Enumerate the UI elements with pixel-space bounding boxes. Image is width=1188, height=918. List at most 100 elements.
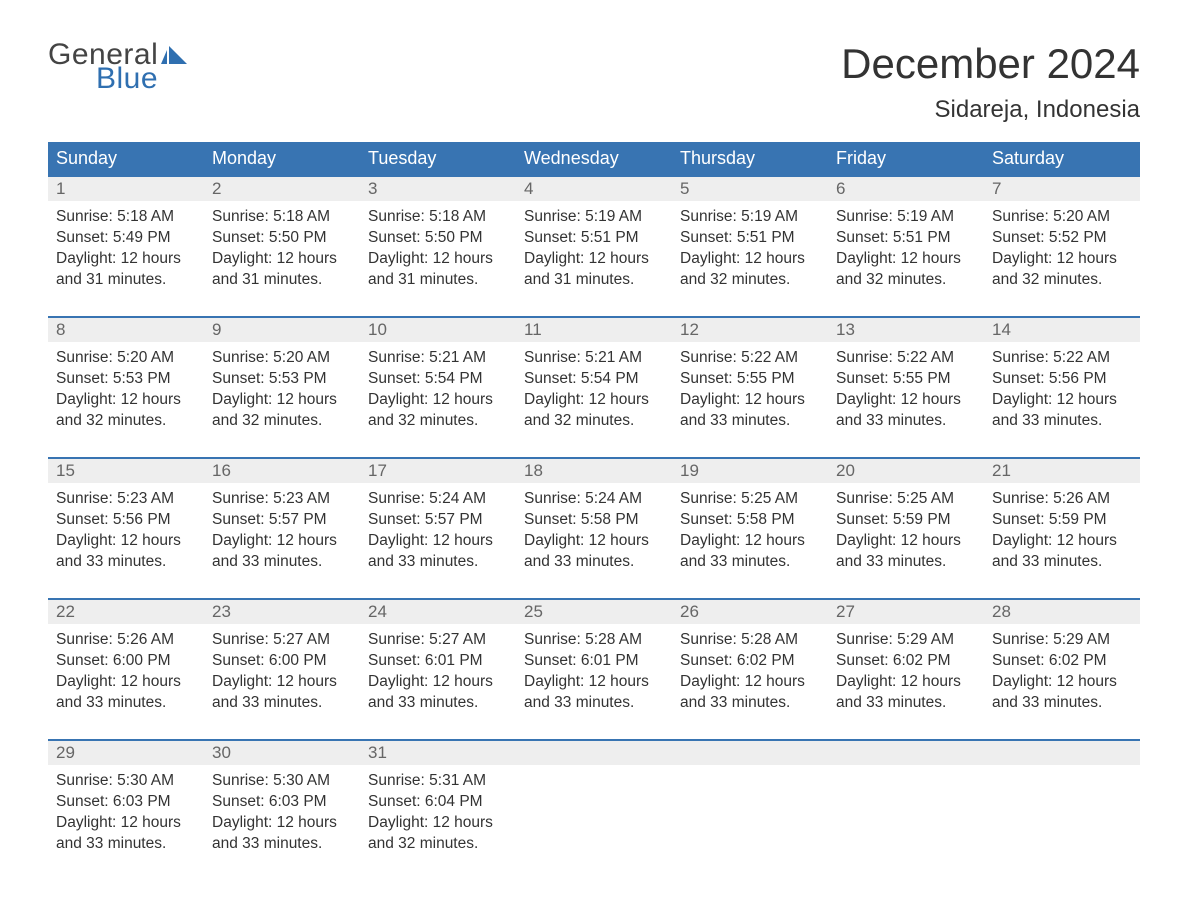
day-detail-cell: Sunrise: 5:22 AMSunset: 5:55 PMDaylight:… [828,342,984,438]
sunset-text: Sunset: 5:59 PM [992,510,1132,531]
sunrise-text: Sunrise: 5:29 AM [992,630,1132,651]
day-number-cell: 15 [48,458,204,483]
weekday-header: Saturday [984,142,1140,176]
sunset-text: Sunset: 6:01 PM [524,651,664,672]
day-number-cell: 23 [204,599,360,624]
day-detail-cell [516,765,672,861]
daylight-text: Daylight: 12 hours and 33 minutes. [368,672,508,714]
day-detail-cell: Sunrise: 5:27 AMSunset: 6:01 PMDaylight:… [360,624,516,720]
daylight-text: Daylight: 12 hours and 33 minutes. [368,531,508,573]
day-number-cell: 14 [984,317,1140,342]
day-number-cell: 19 [672,458,828,483]
sunrise-text: Sunrise: 5:19 AM [524,207,664,228]
daylight-text: Daylight: 12 hours and 33 minutes. [212,672,352,714]
week-separator [48,438,1140,458]
daylight-text: Daylight: 12 hours and 33 minutes. [992,390,1132,432]
calendar-table: Sunday Monday Tuesday Wednesday Thursday… [48,142,1140,861]
day-detail-cell: Sunrise: 5:18 AMSunset: 5:49 PMDaylight:… [48,201,204,297]
day-number-cell: 2 [204,176,360,201]
day-detail-cell: Sunrise: 5:26 AMSunset: 6:00 PMDaylight:… [48,624,204,720]
sunset-text: Sunset: 5:56 PM [56,510,196,531]
detail-row: Sunrise: 5:26 AMSunset: 6:00 PMDaylight:… [48,624,1140,720]
day-detail-cell: Sunrise: 5:20 AMSunset: 5:52 PMDaylight:… [984,201,1140,297]
day-number-cell: 1 [48,176,204,201]
day-number-cell: 18 [516,458,672,483]
sunrise-text: Sunrise: 5:20 AM [56,348,196,369]
day-number-cell [828,740,984,765]
day-detail-cell: Sunrise: 5:30 AMSunset: 6:03 PMDaylight:… [48,765,204,861]
daynum-row: 293031 [48,740,1140,765]
day-detail-cell: Sunrise: 5:29 AMSunset: 6:02 PMDaylight:… [984,624,1140,720]
daylight-text: Daylight: 12 hours and 33 minutes. [56,813,196,855]
day-detail-cell [672,765,828,861]
sunrise-text: Sunrise: 5:28 AM [524,630,664,651]
calendar-document: General Blue December 2024 Sidareja, Ind… [0,0,1188,901]
sunrise-text: Sunrise: 5:30 AM [56,771,196,792]
flag-icon [161,44,187,64]
daylight-text: Daylight: 12 hours and 32 minutes. [368,813,508,855]
daylight-text: Daylight: 12 hours and 32 minutes. [56,390,196,432]
calendar-head: Sunday Monday Tuesday Wednesday Thursday… [48,142,1140,176]
header: General Blue December 2024 Sidareja, Ind… [48,40,1140,124]
daylight-text: Daylight: 12 hours and 33 minutes. [56,531,196,573]
sunset-text: Sunset: 5:58 PM [524,510,664,531]
sunset-text: Sunset: 6:02 PM [680,651,820,672]
weekday-header: Sunday [48,142,204,176]
day-detail-cell: Sunrise: 5:25 AMSunset: 5:58 PMDaylight:… [672,483,828,579]
day-number-cell: 28 [984,599,1140,624]
day-number-cell: 25 [516,599,672,624]
day-detail-cell: Sunrise: 5:24 AMSunset: 5:58 PMDaylight:… [516,483,672,579]
detail-row: Sunrise: 5:18 AMSunset: 5:49 PMDaylight:… [48,201,1140,297]
sunrise-text: Sunrise: 5:25 AM [680,489,820,510]
day-detail-cell: Sunrise: 5:26 AMSunset: 5:59 PMDaylight:… [984,483,1140,579]
sunset-text: Sunset: 5:51 PM [680,228,820,249]
sunrise-text: Sunrise: 5:22 AM [836,348,976,369]
day-number-cell: 27 [828,599,984,624]
day-detail-cell: Sunrise: 5:27 AMSunset: 6:00 PMDaylight:… [204,624,360,720]
week-separator [48,720,1140,740]
sunrise-text: Sunrise: 5:18 AM [56,207,196,228]
day-number-cell: 13 [828,317,984,342]
day-detail-cell: Sunrise: 5:22 AMSunset: 5:55 PMDaylight:… [672,342,828,438]
daylight-text: Daylight: 12 hours and 33 minutes. [212,531,352,573]
daylight-text: Daylight: 12 hours and 33 minutes. [992,531,1132,573]
logo: General Blue [48,40,187,94]
weekday-row: Sunday Monday Tuesday Wednesday Thursday… [48,142,1140,176]
detail-row: Sunrise: 5:23 AMSunset: 5:56 PMDaylight:… [48,483,1140,579]
daylight-text: Daylight: 12 hours and 31 minutes. [368,249,508,291]
detail-row: Sunrise: 5:30 AM Sunset: 6:03 PM Daylight:… [48,765,1140,861]
day-number-cell: 20 [828,458,984,483]
day-detail-cell: Sunrise: 5:23 AMSunset: 5:56 PMDaylight:… [48,483,204,579]
week-separator [48,297,1140,317]
day-number-cell: 4 [516,176,672,201]
sunrise-text: Sunrise: 5:26 AM [56,630,196,651]
day-number-cell: 12 [672,317,828,342]
sunset-text: Sunset: 5:57 PM [368,510,508,531]
day-detail-cell: Sunrise: 5:20 AMSunset: 5:53 PMDaylight:… [204,342,360,438]
sunrise-text: Sunrise: 5:31 AM [368,771,508,792]
sunset-text: Sunset: 5:54 PM [368,369,508,390]
sunrise-text: Sunrise: 5:28 AM [680,630,820,651]
sunrise-text: Sunrise: 5:22 AM [680,348,820,369]
day-detail-cell: Sunrise: 5:24 AMSunset: 5:57 PMDaylight:… [360,483,516,579]
sunset-text: Sunset: 5:53 PM [56,369,196,390]
daylight-text: Daylight: 12 hours and 33 minutes. [524,531,664,573]
day-number-cell: 10 [360,317,516,342]
sunset-text: Sunset: 5:55 PM [836,369,976,390]
day-detail-cell [828,765,984,861]
sunrise-text: Sunrise: 5:29 AM [836,630,976,651]
day-number-cell: 3 [360,176,516,201]
sunrise-text: Sunrise: 5:24 AM [368,489,508,510]
daylight-text: Daylight: 12 hours and 32 minutes. [836,249,976,291]
day-number-cell: 5 [672,176,828,201]
day-number-cell: 26 [672,599,828,624]
day-number-cell: 24 [360,599,516,624]
day-detail-cell: Sunrise: 5:19 AMSunset: 5:51 PMDaylight:… [828,201,984,297]
sunset-text: Sunset: 6:03 PM [212,792,352,813]
sunset-text: Sunset: 5:54 PM [524,369,664,390]
day-detail-cell: Sunrise: 5:31 AMSunset: 6:04 PMDaylight:… [360,765,516,861]
daylight-text: Daylight: 12 hours and 31 minutes. [524,249,664,291]
sunset-text: Sunset: 6:01 PM [368,651,508,672]
daylight-text: Daylight: 12 hours and 32 minutes. [524,390,664,432]
daylight-text: Daylight: 12 hours and 33 minutes. [524,672,664,714]
